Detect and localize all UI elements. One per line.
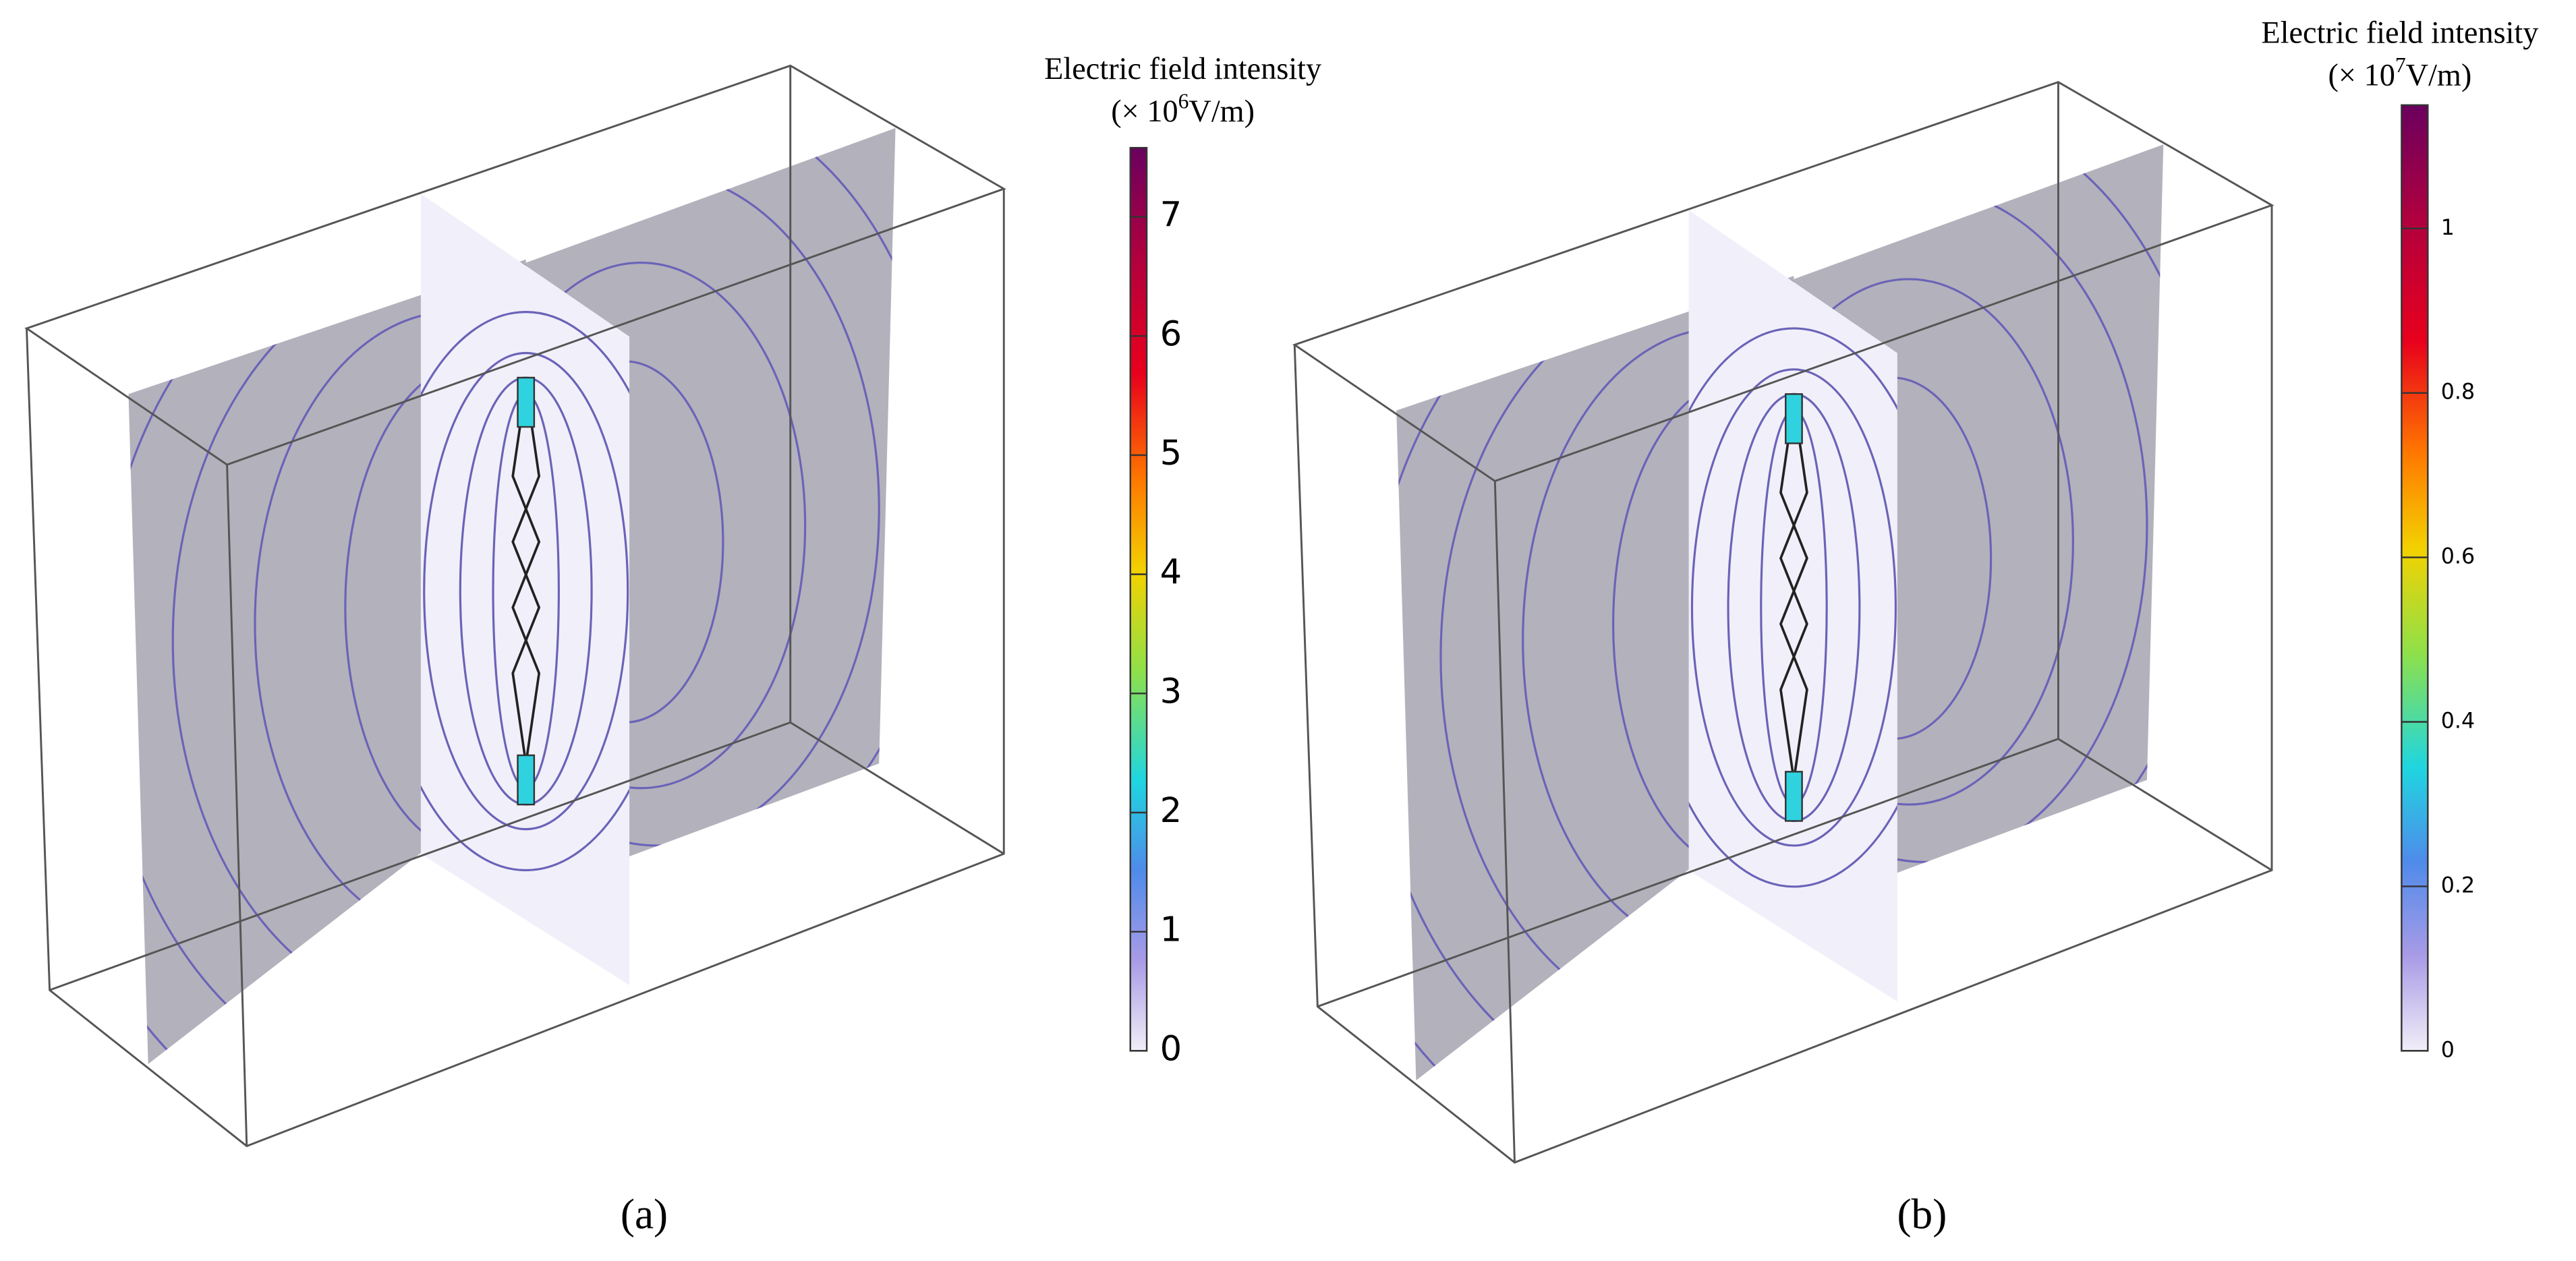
colorbar-tick-label: 0.6 [2441, 545, 2475, 569]
colorbar-title: Electric field intensity [1044, 52, 1321, 86]
unit-exponent: 6 [1178, 90, 1189, 113]
colorbar-tick-label: 0.2 [2441, 873, 2475, 898]
colorbar-tick-label: 4 [1160, 553, 1182, 593]
unit-suffix: V/m) [2406, 59, 2472, 93]
colorbar-tick-label: 6 [1160, 314, 1182, 354]
panel-label: (a) [621, 1190, 668, 1237]
colorbar-tick-label: 0.8 [2441, 380, 2475, 405]
unit-prefix: (× 10 [1111, 94, 1178, 129]
colorbar-tick-label: 7 [1160, 196, 1182, 235]
panel-a-plot [27, 65, 1004, 1149]
colorbar-tick-label: 3 [1160, 672, 1182, 711]
colorbar-tick-label: 0.4 [2441, 709, 2475, 734]
colorbar-tick-label: 1 [1160, 910, 1182, 950]
colorbar-gradient [2401, 104, 2429, 1052]
panel-b-plot [1294, 82, 2272, 1166]
panel-label: (b) [1897, 1190, 1947, 1237]
colorbar-title: Electric field intensity [2261, 16, 2538, 50]
unit-suffix: V/m) [1189, 94, 1255, 129]
colorbar: Electric field intensity(× 107V/m)00.20.… [2261, 16, 2538, 1062]
colorbar-tick-label: 0 [2441, 1038, 2455, 1062]
unit-prefix: (× 10 [2328, 59, 2395, 93]
colorbar-tick-label: 1 [2441, 216, 2455, 240]
colorbar-tick-label: 2 [1160, 791, 1182, 831]
colorbar-unit: (× 106V/m) [1111, 90, 1255, 129]
unit-exponent: 7 [2395, 53, 2406, 77]
colorbar-gradient [1129, 146, 1148, 1052]
colorbar: Electric field intensity(× 106V/m)012345… [1044, 52, 1321, 1069]
colorbar-tick-label: 5 [1160, 434, 1182, 473]
colorbar-tick-label: 0 [1160, 1029, 1182, 1069]
colorbar-unit: (× 107V/m) [2328, 53, 2472, 92]
